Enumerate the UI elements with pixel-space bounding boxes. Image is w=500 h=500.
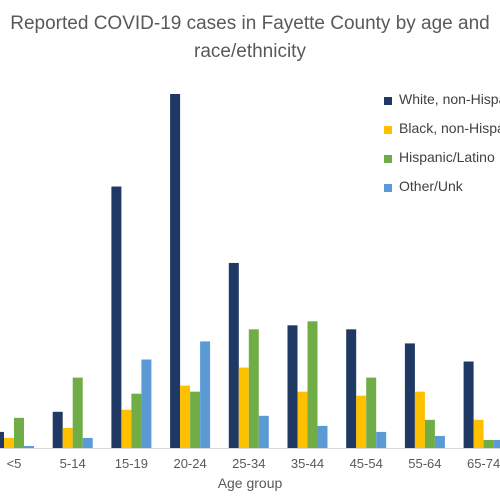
legend-swatch-hispanic [384,155,392,163]
bar [24,445,34,448]
x-tick-label: 20-24 [173,456,206,471]
legend-item-hispanic: Hispanic/Latino [384,149,500,178]
x-tick-label: 15-19 [115,456,148,471]
bar [424,419,435,448]
bar [297,391,308,448]
legend: White, non-Hispanic Black, non-Hispanic … [384,91,500,207]
x-tick-label: 65-74 [467,456,500,471]
bar [111,186,122,448]
x-tick-label: 35-44 [291,456,324,471]
legend-item-white: White, non-Hispanic [384,91,500,120]
bar [238,367,249,448]
x-tick-label: 25-34 [232,456,265,471]
bar [346,329,357,448]
bar [376,431,387,448]
bar [200,341,211,448]
bar [4,437,14,448]
bar [190,391,201,448]
bar [131,393,142,448]
bar [287,325,298,448]
bar [170,94,181,448]
x-tick-label: 55-64 [408,456,441,471]
bar [121,409,132,448]
bar [180,385,191,448]
bar [228,262,239,448]
chart-title-line-2: race/ethnicity [194,41,306,62]
bar [248,329,259,448]
bar [0,431,4,448]
legend-label-black: Black, non-Hispanic [399,120,500,136]
bar [317,425,328,448]
legend-swatch-other [384,184,392,192]
bar [52,411,63,448]
bar [366,377,377,448]
bar [14,417,24,448]
x-tick-label: <5 [7,456,22,471]
legend-swatch-black [384,126,392,134]
legend-swatch-white [384,97,392,105]
legend-item-black: Black, non-Hispanic [384,120,500,149]
bar [404,343,415,448]
legend-label-hispanic: Hispanic/Latino [399,149,495,165]
x-tick-label: 5-14 [60,456,86,471]
bar [62,427,73,448]
bar [356,395,367,448]
bar [82,437,93,448]
bar [493,439,500,448]
legend-label-white: White, non-Hispanic [399,91,500,107]
bar [434,435,445,448]
bar [414,391,425,448]
chart-title: Reported COVID-19 cases in Fayette Count… [0,10,500,66]
bar [473,419,484,448]
bar [463,361,474,448]
bar [483,439,494,448]
x-axis-title: Age group [217,475,283,491]
bar [307,321,318,448]
bar [72,377,83,448]
legend-item-other: Other/Unk [384,178,500,207]
chart-title-line-1: Reported COVID-19 cases in Fayette Count… [10,13,490,34]
x-tick-label: 45-54 [350,456,383,471]
bar [258,415,269,448]
legend-label-other: Other/Unk [399,178,463,194]
bar [141,359,152,448]
